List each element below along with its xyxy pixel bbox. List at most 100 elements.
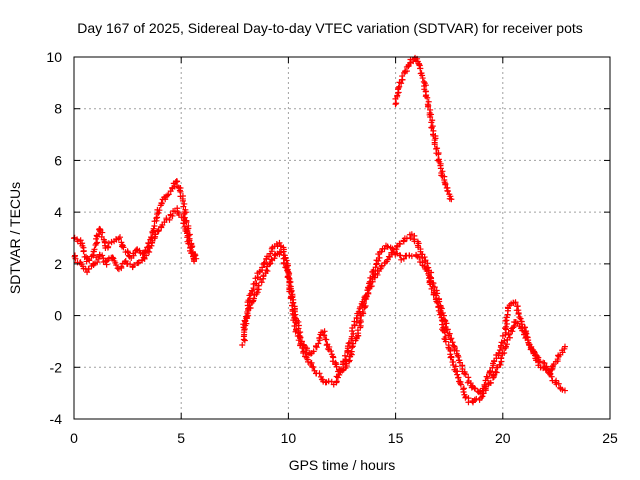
data-point — [113, 262, 120, 269]
data-point — [261, 260, 268, 267]
data-point — [460, 388, 467, 395]
data-point — [435, 157, 442, 164]
data-point — [506, 334, 513, 341]
data-point — [449, 339, 456, 346]
data-point — [305, 358, 312, 365]
data-point — [477, 388, 484, 395]
data-point — [125, 249, 132, 256]
data-point — [457, 381, 464, 388]
series-4 — [240, 231, 568, 397]
data-point — [267, 260, 274, 267]
data-point — [150, 225, 157, 232]
data-point — [515, 311, 522, 318]
data-point — [473, 395, 480, 402]
data-point — [315, 340, 322, 347]
data-point — [365, 289, 372, 296]
data-point — [120, 244, 127, 251]
y-tick-label: 4 — [54, 204, 62, 220]
data-point — [289, 302, 296, 309]
data-point — [181, 200, 188, 207]
data-point — [181, 217, 188, 224]
data-point — [424, 94, 431, 101]
data-point — [501, 337, 508, 344]
data-point — [350, 330, 357, 337]
data-point — [483, 373, 490, 380]
data-point — [180, 203, 187, 210]
data-point — [395, 84, 402, 91]
data-point — [244, 310, 251, 317]
data-point — [295, 330, 302, 337]
data-points — [70, 54, 568, 406]
data-point — [334, 374, 341, 381]
data-point — [386, 253, 393, 260]
series-2 — [71, 205, 198, 276]
data-point — [389, 249, 396, 256]
data-point — [276, 248, 283, 255]
data-point — [487, 368, 494, 375]
data-point — [408, 253, 415, 260]
data-point — [146, 248, 153, 255]
data-point — [467, 380, 474, 387]
data-point — [72, 255, 79, 262]
data-point — [185, 240, 192, 247]
data-point — [292, 319, 299, 326]
data-point — [287, 295, 294, 302]
data-point — [399, 73, 406, 80]
data-point — [105, 240, 112, 247]
y-tick-label: 6 — [54, 152, 62, 168]
data-point — [555, 380, 562, 387]
data-point — [505, 331, 512, 338]
y-tick-label: 10 — [46, 49, 62, 65]
data-point — [316, 370, 323, 377]
data-point — [254, 286, 261, 293]
data-point — [302, 349, 309, 356]
data-point — [94, 239, 101, 246]
x-tick-label: 0 — [70, 430, 78, 446]
data-point — [438, 172, 445, 179]
data-point — [475, 389, 482, 396]
plot-frame — [73, 56, 611, 420]
data-point — [89, 252, 96, 259]
data-point — [419, 75, 426, 82]
data-point — [431, 141, 438, 148]
data-point — [166, 216, 173, 223]
data-point — [439, 309, 446, 316]
data-point — [191, 258, 198, 265]
data-point — [518, 318, 525, 325]
data-point — [392, 101, 399, 108]
data-point — [286, 278, 293, 285]
data-point — [561, 387, 568, 394]
data-point — [496, 347, 503, 354]
data-point — [545, 370, 552, 377]
data-point — [343, 356, 350, 363]
data-point — [455, 374, 462, 381]
data-point — [372, 264, 379, 271]
data-point — [517, 315, 524, 322]
data-point — [281, 255, 288, 262]
data-point — [482, 385, 489, 392]
data-point — [344, 343, 351, 350]
data-point — [503, 323, 510, 330]
data-point — [381, 245, 388, 252]
data-point — [118, 263, 125, 270]
data-point — [436, 298, 443, 305]
data-point — [397, 241, 404, 248]
data-point — [250, 295, 257, 302]
grid — [74, 57, 610, 419]
data-point — [266, 261, 273, 268]
data-point — [454, 371, 461, 378]
x-tick-label: 15 — [388, 430, 404, 446]
data-point — [449, 359, 456, 366]
x-tick-label: 10 — [281, 430, 297, 446]
data-point — [310, 348, 317, 355]
data-point — [310, 364, 317, 371]
data-point — [291, 323, 298, 330]
data-point — [296, 333, 303, 340]
data-point — [503, 314, 510, 321]
data-point — [80, 248, 87, 255]
data-point — [432, 292, 439, 299]
data-point — [368, 283, 375, 290]
data-point — [313, 344, 320, 351]
data-point — [363, 293, 370, 300]
